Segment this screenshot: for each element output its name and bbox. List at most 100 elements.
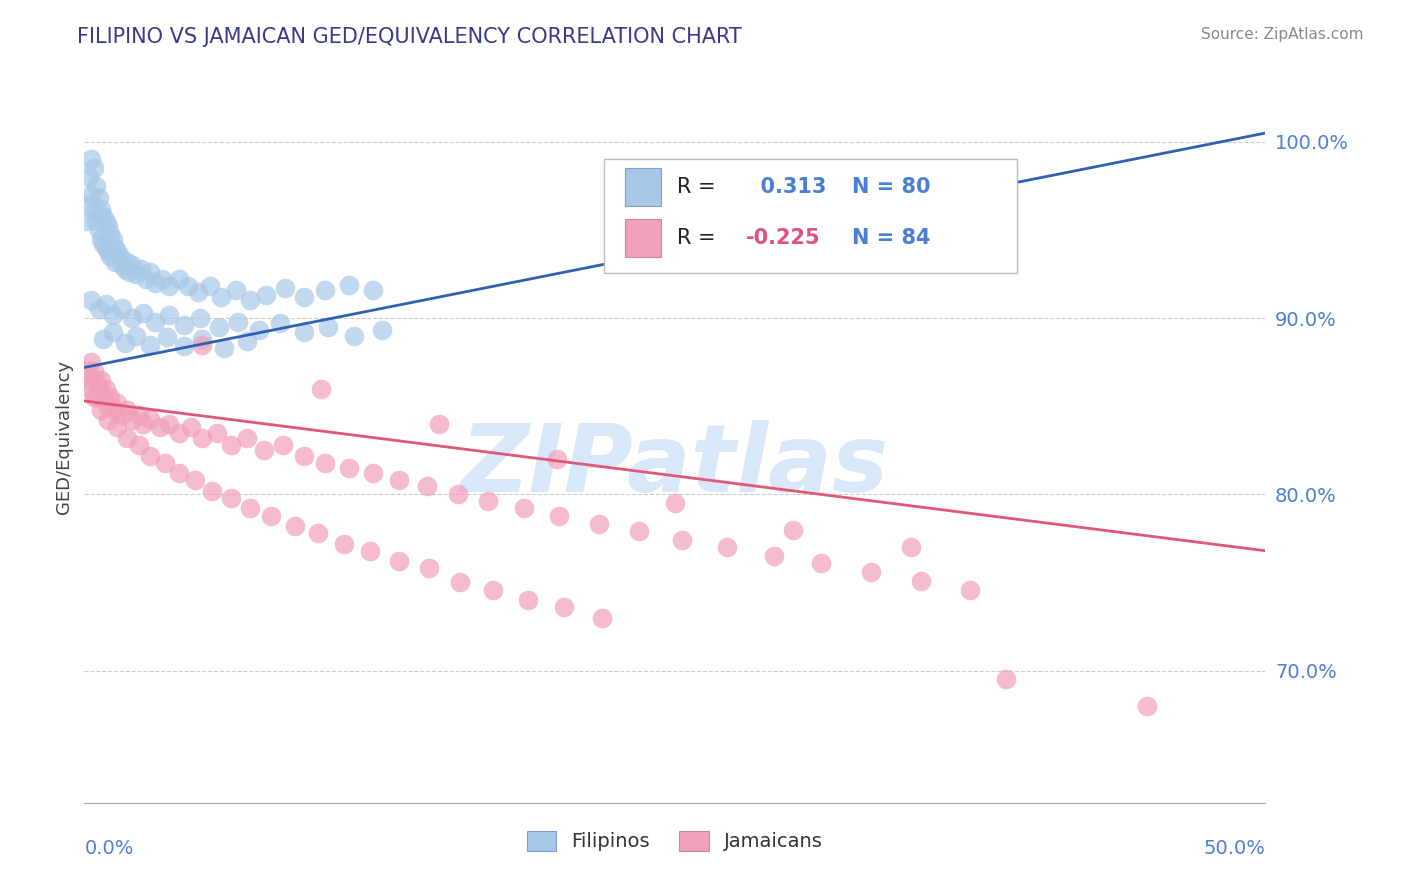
Text: FILIPINO VS JAMAICAN GED/EQUIVALENCY CORRELATION CHART: FILIPINO VS JAMAICAN GED/EQUIVALENCY COR… bbox=[77, 27, 742, 46]
Point bbox=[77, 196, 100, 211]
Text: N = 84: N = 84 bbox=[852, 228, 931, 248]
Point bbox=[337, 277, 360, 292]
Point bbox=[84, 178, 107, 193]
FancyBboxPatch shape bbox=[605, 159, 1018, 273]
Point bbox=[83, 364, 105, 378]
Point bbox=[143, 276, 166, 290]
Point bbox=[125, 267, 148, 281]
Point bbox=[512, 501, 534, 516]
Point bbox=[314, 283, 336, 297]
Point bbox=[337, 461, 360, 475]
Point bbox=[87, 191, 110, 205]
Point bbox=[225, 283, 247, 297]
Point bbox=[167, 272, 190, 286]
Point bbox=[553, 600, 575, 615]
Point bbox=[177, 279, 200, 293]
Point bbox=[546, 452, 568, 467]
Point bbox=[416, 478, 439, 492]
Point bbox=[226, 315, 249, 329]
Point bbox=[247, 323, 270, 337]
Point bbox=[94, 214, 117, 228]
Point bbox=[139, 265, 162, 279]
Point bbox=[84, 391, 107, 405]
Point bbox=[191, 332, 214, 346]
Point bbox=[97, 413, 120, 427]
Point bbox=[239, 293, 262, 308]
Text: Source: ZipAtlas.com: Source: ZipAtlas.com bbox=[1201, 27, 1364, 42]
Point bbox=[101, 232, 124, 246]
Text: R =: R = bbox=[678, 228, 716, 248]
Point bbox=[90, 373, 112, 387]
Point bbox=[83, 205, 105, 219]
Point bbox=[236, 334, 259, 348]
Point bbox=[260, 508, 283, 523]
Point bbox=[87, 302, 110, 317]
Point bbox=[87, 382, 110, 396]
Point bbox=[107, 244, 129, 259]
Point bbox=[107, 420, 129, 434]
Point bbox=[94, 297, 117, 311]
Point bbox=[361, 283, 384, 297]
Point bbox=[219, 491, 242, 505]
Point bbox=[118, 265, 141, 279]
Point bbox=[90, 232, 112, 246]
FancyBboxPatch shape bbox=[626, 219, 661, 257]
Point bbox=[98, 227, 121, 241]
Point bbox=[173, 339, 195, 353]
Point bbox=[994, 673, 1017, 687]
Point bbox=[129, 261, 152, 276]
Point bbox=[135, 272, 157, 286]
Point bbox=[94, 241, 117, 255]
Point bbox=[219, 438, 242, 452]
Point bbox=[292, 325, 315, 339]
Point bbox=[77, 373, 100, 387]
Point bbox=[157, 417, 180, 431]
Point bbox=[83, 391, 105, 405]
Text: N = 80: N = 80 bbox=[852, 177, 931, 197]
Point bbox=[482, 582, 505, 597]
Point bbox=[359, 543, 381, 558]
Point bbox=[292, 449, 315, 463]
Point bbox=[763, 549, 786, 563]
Point bbox=[628, 524, 651, 539]
Point bbox=[446, 487, 468, 501]
Point bbox=[115, 254, 138, 268]
Point bbox=[128, 408, 150, 422]
Point bbox=[449, 575, 471, 590]
Point bbox=[97, 399, 120, 413]
Point bbox=[111, 301, 134, 315]
Point bbox=[80, 153, 103, 167]
Point bbox=[167, 425, 190, 440]
Point bbox=[309, 382, 332, 396]
Point bbox=[343, 328, 366, 343]
Point bbox=[107, 395, 129, 409]
Point bbox=[80, 355, 103, 369]
FancyBboxPatch shape bbox=[626, 168, 661, 206]
Point bbox=[910, 574, 932, 588]
Text: ZIPatlas: ZIPatlas bbox=[461, 420, 889, 512]
Point bbox=[664, 496, 686, 510]
Point bbox=[191, 337, 214, 351]
Point bbox=[477, 494, 499, 508]
Point bbox=[149, 420, 172, 434]
Point bbox=[333, 537, 356, 551]
Point bbox=[316, 320, 339, 334]
Point bbox=[97, 244, 120, 259]
Text: 50.0%: 50.0% bbox=[1204, 839, 1265, 858]
Point bbox=[859, 565, 882, 579]
Point bbox=[253, 443, 276, 458]
Point bbox=[959, 582, 981, 597]
Point bbox=[782, 523, 804, 537]
Point bbox=[212, 341, 235, 355]
Point bbox=[121, 413, 143, 427]
Point bbox=[121, 258, 143, 272]
Text: -0.225: -0.225 bbox=[745, 228, 820, 248]
Point bbox=[104, 241, 127, 255]
Point bbox=[101, 308, 124, 322]
Point bbox=[80, 187, 103, 202]
Point bbox=[201, 483, 224, 498]
Point bbox=[198, 279, 221, 293]
Point bbox=[1136, 698, 1159, 713]
Point bbox=[76, 364, 98, 378]
Point bbox=[418, 561, 440, 575]
